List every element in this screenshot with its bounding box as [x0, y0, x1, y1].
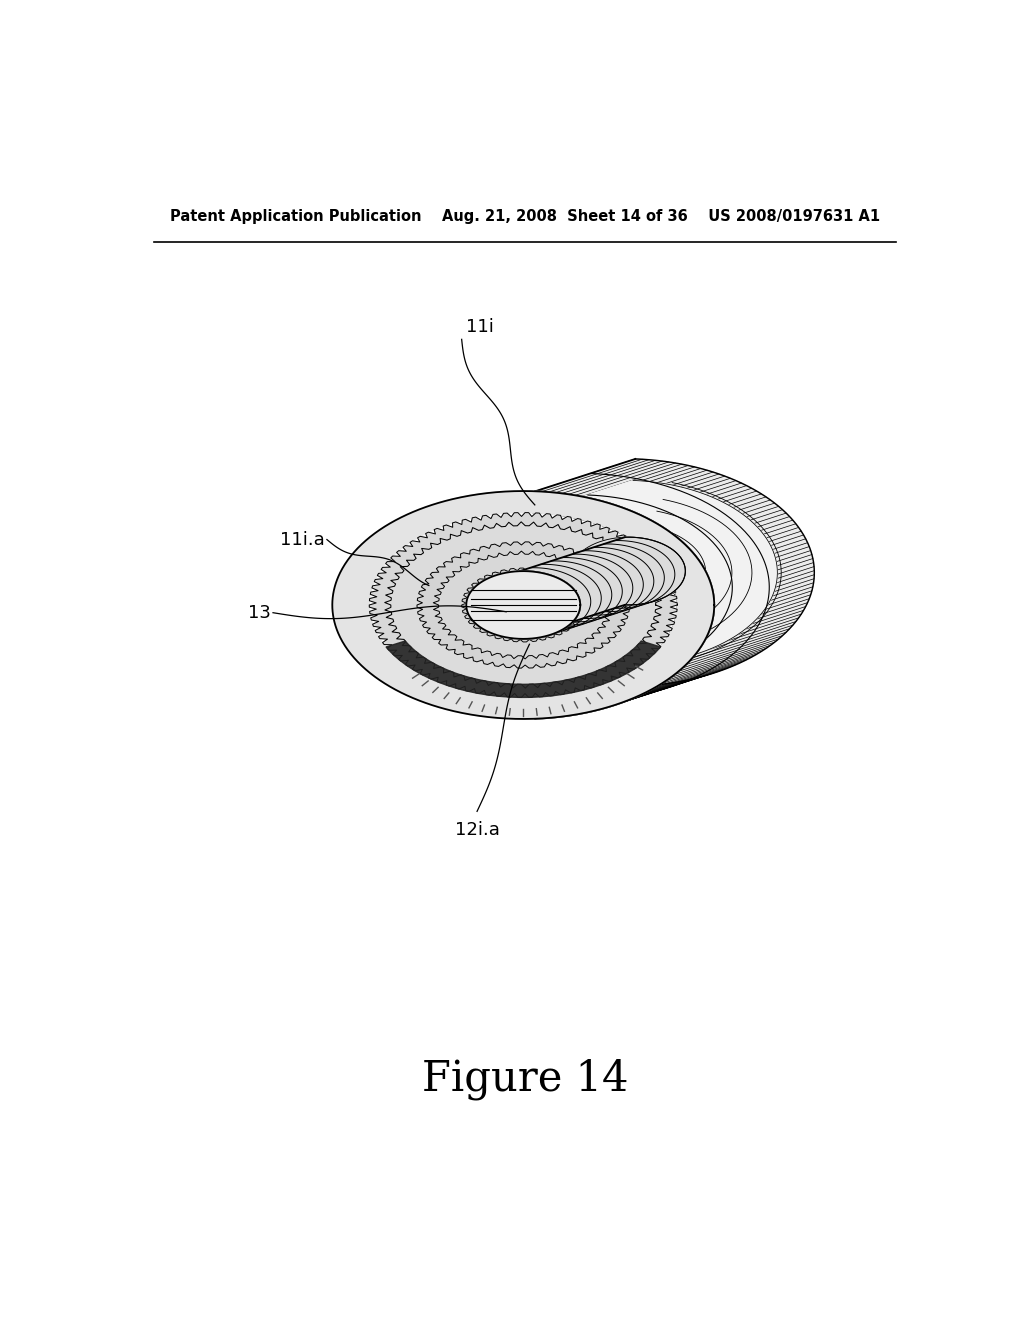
Polygon shape [532, 480, 777, 697]
Polygon shape [462, 568, 585, 642]
Text: 12i.a: 12i.a [455, 821, 500, 838]
Text: 11i: 11i [466, 318, 494, 335]
Polygon shape [391, 525, 655, 684]
Text: Figure 14: Figure 14 [422, 1057, 628, 1100]
Polygon shape [433, 552, 613, 659]
Polygon shape [571, 537, 685, 605]
Polygon shape [333, 491, 714, 719]
Polygon shape [520, 537, 685, 639]
Text: 11i.a: 11i.a [280, 531, 325, 549]
Polygon shape [536, 459, 814, 718]
Text: 13: 13 [248, 603, 270, 622]
Polygon shape [466, 572, 581, 639]
Polygon shape [438, 554, 608, 656]
Text: Patent Application Publication    Aug. 21, 2008  Sheet 14 of 36    US 2008/01976: Patent Application Publication Aug. 21, … [170, 209, 880, 223]
Polygon shape [370, 512, 677, 697]
Polygon shape [386, 642, 660, 697]
Polygon shape [385, 521, 662, 688]
Polygon shape [417, 543, 630, 668]
